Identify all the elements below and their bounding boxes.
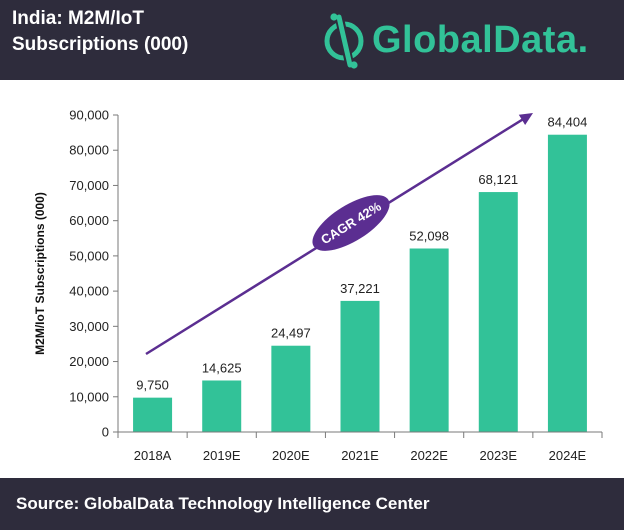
y-tick-label: 60,000 — [69, 213, 109, 228]
x-tick-label: 2020E — [272, 448, 310, 463]
bar — [133, 397, 173, 432]
y-tick-label: 10,000 — [69, 389, 109, 404]
y-tick-label: 80,000 — [69, 143, 109, 158]
y-tick-label: 70,000 — [69, 178, 109, 193]
x-tick-label: 2022E — [410, 448, 448, 463]
brand-logo: GlobalData. — [322, 10, 618, 72]
data-label: 14,625 — [202, 360, 242, 375]
bar — [409, 248, 449, 432]
x-tick-label: 2024E — [549, 448, 587, 463]
y-tick-label: 0 — [102, 425, 109, 440]
cagr-badge — [312, 195, 390, 251]
bar — [547, 134, 587, 432]
y-tick-label: 90,000 — [69, 108, 109, 123]
brand-name: GlobalData. — [372, 19, 589, 61]
globaldata-logo-icon — [324, 13, 364, 69]
y-axis-title: M2M/IoT Subscriptions (000) — [33, 192, 47, 355]
header-bar: India: M2M/IoT Subscriptions (000) Globa… — [0, 0, 624, 80]
source-note: Source: GlobalData Technology Intelligen… — [16, 494, 430, 513]
y-tick-label: 20,000 — [69, 354, 109, 369]
bar — [202, 380, 242, 432]
x-tick-label: 2018A — [134, 448, 172, 463]
data-label: 9,750 — [136, 378, 169, 393]
chart-title: India: M2M/IoT Subscriptions (000) — [12, 8, 189, 55]
data-label: 68,121 — [478, 172, 518, 187]
x-tick-label: 2023E — [479, 448, 517, 463]
bar — [271, 345, 311, 432]
data-label: 52,098 — [409, 228, 449, 243]
cagr-arrow-head — [518, 113, 533, 125]
bar — [478, 192, 518, 432]
data-label: 84,404 — [548, 115, 588, 130]
y-tick-label: 50,000 — [69, 248, 109, 263]
y-tick-label: 30,000 — [69, 319, 109, 334]
data-label: 37,221 — [340, 281, 380, 296]
x-tick-label: 2019E — [203, 448, 241, 463]
data-label: 24,497 — [271, 326, 311, 341]
footer-bar: Source: GlobalData Technology Intelligen… — [0, 478, 624, 530]
bar — [340, 300, 380, 432]
y-tick-label: 40,000 — [69, 284, 109, 299]
bar-chart: 0 10,000 20,000 30,000 40,000 50,000 60,000 70,… — [33, 108, 603, 463]
x-tick-label: 2021E — [341, 448, 379, 463]
